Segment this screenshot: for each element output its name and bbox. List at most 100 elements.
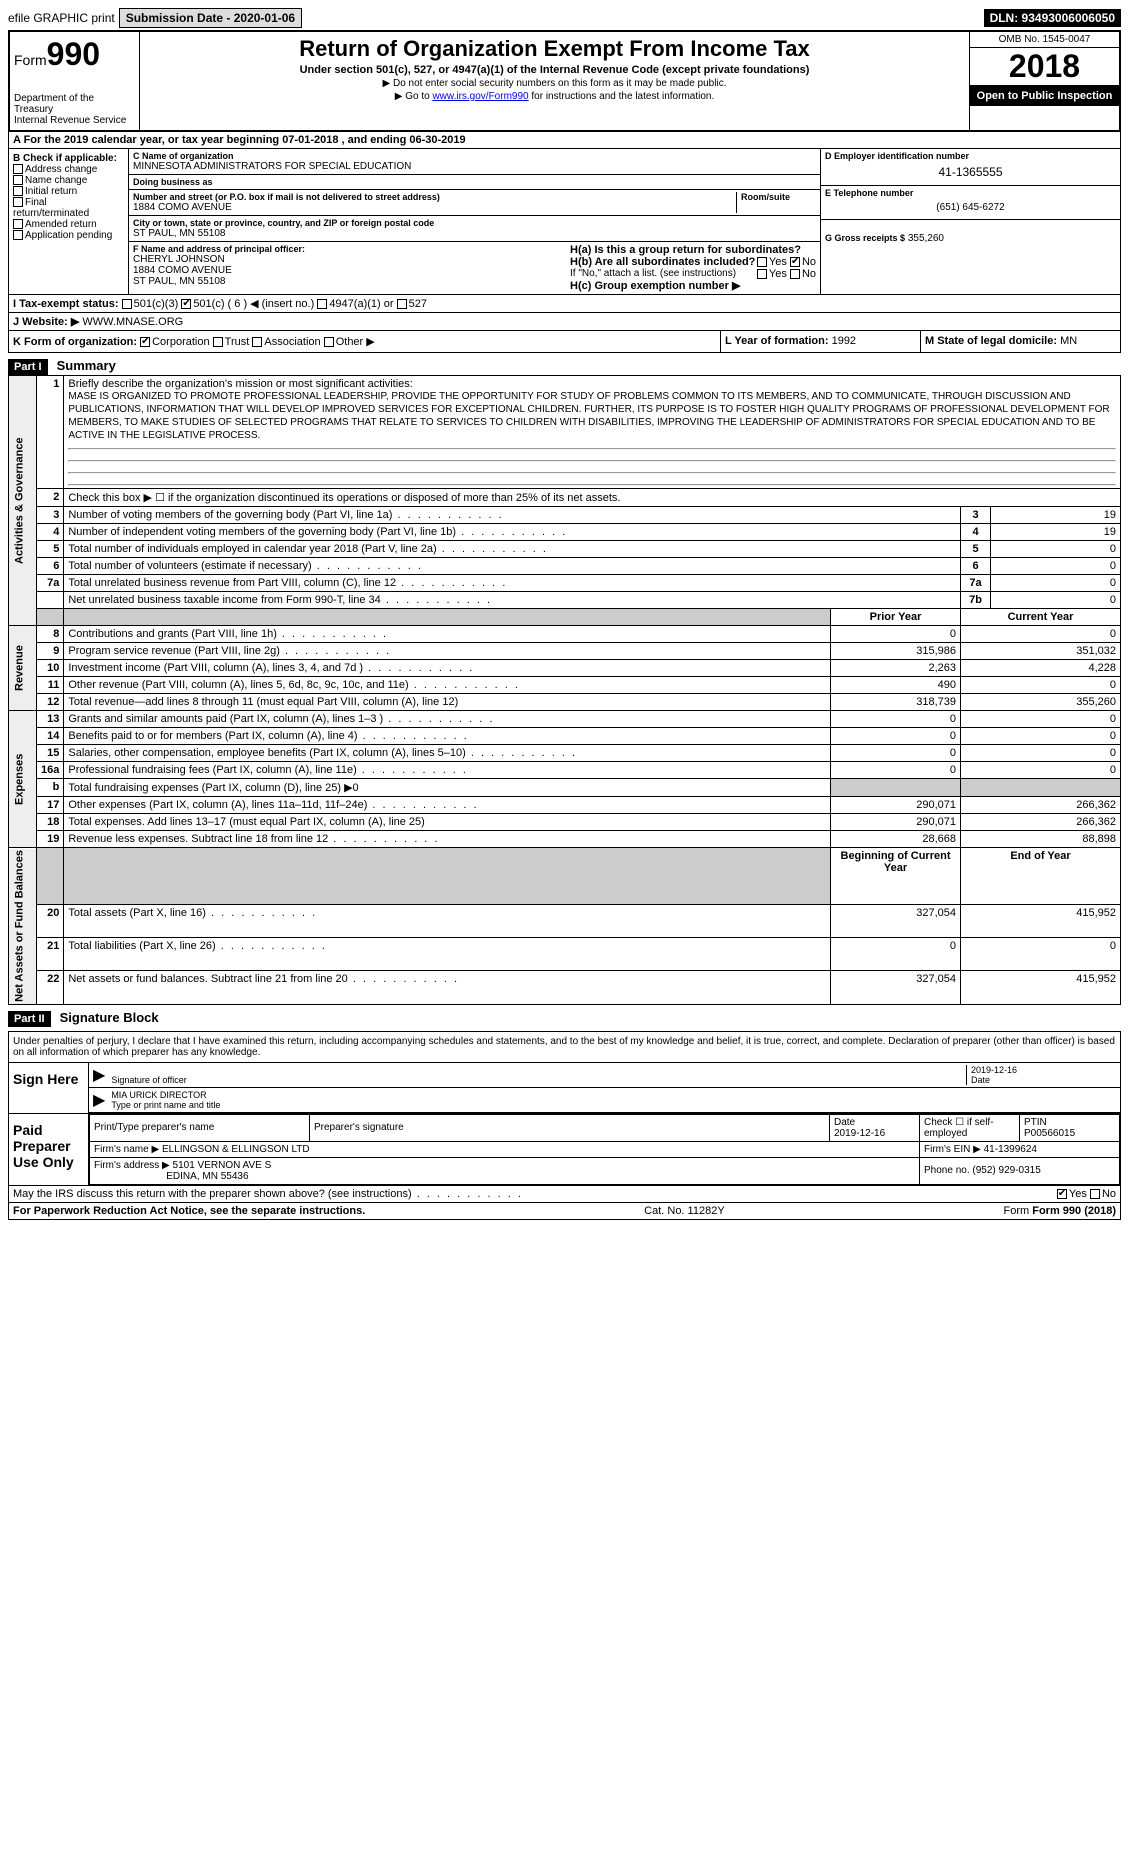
sign-here-right: ▶ Signature of officer 2019-12-16Date ▶ … bbox=[89, 1063, 1120, 1113]
col-beg-hdr: Beginning of Current Year bbox=[831, 848, 961, 905]
line-3-num: 3 bbox=[37, 507, 64, 524]
col-d-g: D Employer identification number 41-1365… bbox=[820, 149, 1120, 294]
officer-name: CHERYL JOHNSON bbox=[133, 254, 566, 265]
city-lbl: City or town, state or province, country… bbox=[133, 218, 816, 228]
k-year: L Year of formation: 1992 bbox=[720, 331, 920, 352]
street-lbl: Number and street (or P.O. box if mail i… bbox=[133, 192, 736, 202]
topbar: efile GRAPHIC print Submission Date - 20… bbox=[8, 8, 1121, 28]
cb-4947[interactable] bbox=[317, 299, 327, 309]
cb-501c[interactable] bbox=[181, 299, 191, 309]
side-netassets: Net Assets or Fund Balances bbox=[9, 848, 37, 1005]
cb-corp[interactable] bbox=[140, 337, 150, 347]
part2-header: Part II Signature Block bbox=[8, 1005, 1121, 1027]
line-15: Salaries, other compensation, employee b… bbox=[64, 745, 831, 762]
website: WWW.MNASE.ORG bbox=[82, 316, 183, 328]
officer-street: 1884 COMO AVENUE bbox=[133, 265, 566, 276]
line-21: Total liabilities (Part X, line 26) bbox=[64, 938, 831, 971]
form-ref: Form Form 990 (2018) bbox=[1004, 1205, 1117, 1217]
part2-hdr: Part II bbox=[8, 1011, 51, 1027]
dba-lbl: Doing business as bbox=[133, 177, 816, 187]
irs-link[interactable]: www.irs.gov/Form990 bbox=[432, 91, 528, 102]
room-lbl: Room/suite bbox=[741, 192, 816, 202]
firm-phone-cell: Phone no. (952) 929-0315 bbox=[920, 1157, 1120, 1184]
discuss-row: May the IRS discuss this return with the… bbox=[8, 1186, 1121, 1203]
part1-title: Summary bbox=[57, 358, 116, 373]
cell-street: Number and street (or P.O. box if mail i… bbox=[129, 190, 820, 216]
cb-amended-return[interactable]: Amended return bbox=[13, 219, 124, 230]
phone-lbl: E Telephone number bbox=[825, 188, 1116, 198]
sig-officer-lbl: Signature of officer bbox=[111, 1075, 186, 1085]
date-lbl: Date bbox=[971, 1075, 990, 1085]
col-b: B Check if applicable: Address change Na… bbox=[9, 149, 129, 294]
cb-assoc[interactable] bbox=[252, 337, 262, 347]
cb-discuss-yes[interactable] bbox=[1057, 1189, 1067, 1199]
q1-lbl: Briefly describe the organization's miss… bbox=[68, 378, 412, 390]
cb-527[interactable] bbox=[397, 299, 407, 309]
cb-initial-return[interactable]: Initial return bbox=[13, 186, 124, 197]
org-name: MINNESOTA ADMINISTRATORS FOR SPECIAL EDU… bbox=[133, 161, 816, 172]
footer: For Paperwork Reduction Act Notice, see … bbox=[8, 1203, 1121, 1220]
form-990-page: efile GRAPHIC print Submission Date - 20… bbox=[0, 0, 1129, 1228]
phone: (651) 645-6272 bbox=[825, 198, 1116, 217]
sig-officer-line: ▶ Signature of officer 2019-12-16Date bbox=[89, 1063, 1120, 1088]
cb-final-return[interactable]: Final return/terminated bbox=[13, 197, 124, 219]
gross: 355,260 bbox=[908, 233, 944, 244]
line-13: Grants and similar amounts paid (Part IX… bbox=[64, 711, 831, 728]
row-i: I Tax-exempt status: 501(c)(3) 501(c) ( … bbox=[8, 295, 1121, 313]
line-4-num: 4 bbox=[37, 524, 64, 541]
line-19: Revenue less expenses. Subtract line 18 … bbox=[64, 831, 831, 848]
row-a: A For the 2019 calendar year, or tax yea… bbox=[8, 132, 1121, 149]
cb-other[interactable] bbox=[324, 337, 334, 347]
line-5-val: 0 bbox=[991, 541, 1121, 558]
mission-text: MASE IS ORGANIZED TO PROMOTE PROFESSIONA… bbox=[68, 391, 1109, 441]
cb-app-pending[interactable]: Application pending bbox=[13, 230, 124, 241]
cb-trust[interactable] bbox=[213, 337, 223, 347]
line-18: Total expenses. Add lines 13–17 (must eq… bbox=[64, 814, 831, 831]
k-form-org: K Form of organization: Corporation Trus… bbox=[9, 331, 720, 352]
firm-ein-cell: Firm's EIN ▶ 41-1399624 bbox=[920, 1141, 1120, 1157]
dln: DLN: 93493006006050 bbox=[984, 9, 1121, 27]
officer-city: ST PAUL, MN 55108 bbox=[133, 276, 566, 287]
side-revenue: Revenue bbox=[9, 626, 37, 711]
cb-501c3[interactable] bbox=[122, 299, 132, 309]
line-5: Total number of individuals employed in … bbox=[64, 541, 961, 558]
line-2-num: 2 bbox=[37, 489, 64, 507]
omb-no: OMB No. 1545-0047 bbox=[970, 32, 1119, 48]
open-inspection: Open to Public Inspection bbox=[970, 86, 1119, 106]
line-b-num bbox=[37, 609, 64, 626]
street: 1884 COMO AVENUE bbox=[133, 202, 736, 213]
line-16b: Total fundraising expenses (Part IX, col… bbox=[64, 779, 831, 797]
form-title: Return of Organization Exempt From Incom… bbox=[144, 36, 965, 62]
form-org-lbl: K Form of organization: bbox=[13, 336, 137, 348]
header-mid: Return of Organization Exempt From Incom… bbox=[140, 32, 969, 130]
row-i-j: I Tax-exempt status: 501(c)(3) 501(c) ( … bbox=[8, 295, 1121, 313]
cell-ein: D Employer identification number 41-1365… bbox=[821, 149, 1120, 186]
line-1: Briefly describe the organization's miss… bbox=[64, 376, 1121, 489]
signature-block: Under penalties of perjury, I declare th… bbox=[8, 1031, 1121, 1186]
gross-lbl: G Gross receipts $ bbox=[825, 233, 905, 243]
part1-hdr: Part I bbox=[8, 359, 48, 375]
header-left: Form990 Department of the Treasury Inter… bbox=[10, 32, 140, 130]
cb-address-change[interactable]: Address change bbox=[13, 164, 124, 175]
line-9: Program service revenue (Part VIII, line… bbox=[64, 643, 831, 660]
pra-notice: For Paperwork Reduction Act Notice, see … bbox=[13, 1205, 365, 1217]
line-10: Investment income (Part VIII, column (A)… bbox=[64, 660, 831, 677]
ein-lbl: D Employer identification number bbox=[825, 151, 1116, 161]
firm-name-cell: Firm's name ▶ ELLINGSON & ELLINGSON LTD bbox=[90, 1141, 920, 1157]
org-name-lbl: C Name of organization bbox=[133, 151, 816, 161]
cb-discuss-no[interactable] bbox=[1090, 1189, 1100, 1199]
prep-name-lbl: Print/Type preparer's name bbox=[90, 1114, 310, 1141]
dept-treasury: Department of the Treasury Internal Reve… bbox=[14, 93, 135, 126]
line-11: Other revenue (Part VIII, column (A), li… bbox=[64, 677, 831, 694]
arrow-icon: ▶ bbox=[93, 1090, 105, 1110]
sign-here-row: Sign Here ▶ Signature of officer 2019-12… bbox=[9, 1063, 1120, 1113]
form-subtitle: Under section 501(c), 527, or 4947(a)(1)… bbox=[144, 64, 965, 76]
row-j-wrap: J Website: ▶ WWW.MNASE.ORG bbox=[8, 313, 1121, 331]
cb-name-change[interactable]: Name change bbox=[13, 175, 124, 186]
col-prior-hdr: Prior Year bbox=[831, 609, 961, 626]
tax-status-lbl: I Tax-exempt status: bbox=[13, 298, 119, 310]
line-7a-val: 0 bbox=[991, 575, 1121, 592]
discuss-text: May the IRS discuss this return with the… bbox=[9, 1186, 1053, 1202]
firm-addr-cell: Firm's address ▶ 5101 VERNON AVE S EDINA… bbox=[90, 1157, 920, 1184]
submission-date: Submission Date - 2020-01-06 bbox=[119, 8, 302, 28]
